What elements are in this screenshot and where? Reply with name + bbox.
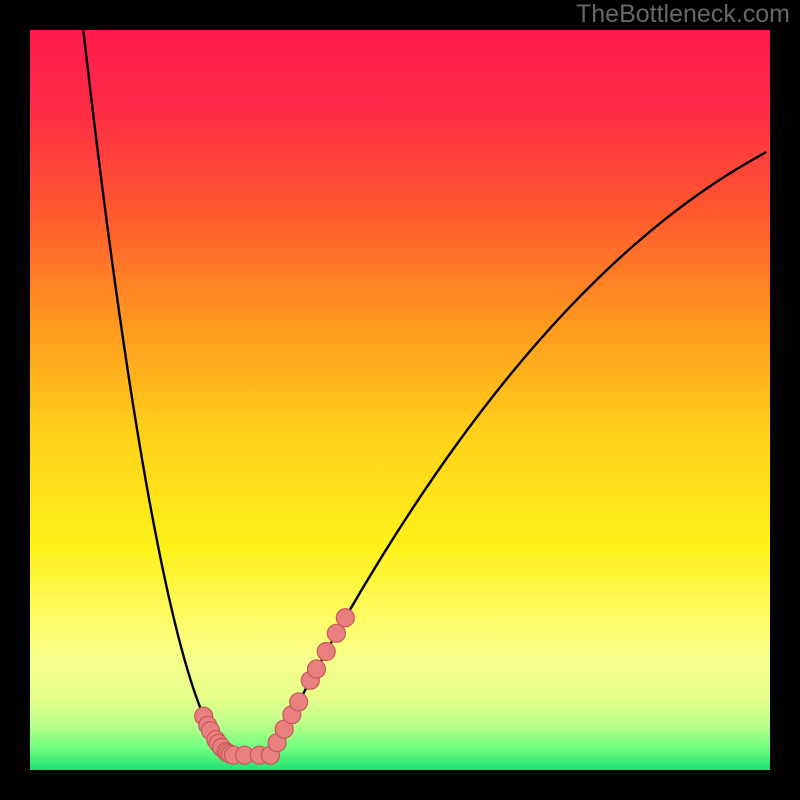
chart-stage: TheBottleneck.com [0, 0, 800, 800]
sample-dot [317, 643, 335, 661]
gradient-background [30, 30, 770, 770]
sample-dot [327, 624, 345, 642]
bottleneck-chart [30, 30, 770, 770]
watermark-text: TheBottleneck.com [576, 0, 790, 29]
sample-dot [308, 660, 326, 678]
sample-dot [336, 609, 354, 627]
sample-dot [290, 693, 308, 711]
